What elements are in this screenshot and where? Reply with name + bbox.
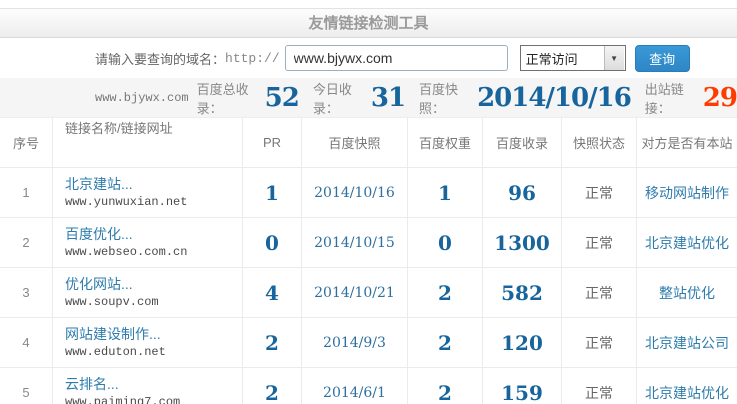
snapshot-status: 正常 [562,368,637,404]
snapshot-status: 正常 [562,268,637,317]
snapshot-status: 正常 [562,318,637,367]
baidu-snapshot-value: 2014/10/16 [477,82,632,113]
site-url: www.yunwuxian.net [65,194,188,209]
table-row: 2 百度优化... www.webseo.com.cn 0 2014/10/15… [0,217,737,267]
site-url: www.eduton.net [65,344,166,359]
indexed-value: 96 [483,168,562,217]
weight-value: 0 [408,218,483,267]
snapshot-date: 2014/10/16 [302,168,408,217]
pr-value: 2 [243,318,302,367]
protocol-prefix: http:// [225,50,280,66]
indexed-value: 582 [483,268,562,317]
reciprocal-link[interactable]: 整站优化 [659,284,715,301]
snapshot-status: 正常 [562,218,637,267]
snapshot-date: 2014/6/1 [302,368,408,404]
pr-value: 4 [243,268,302,317]
pr-value: 1 [243,168,302,217]
snapshot-date: 2014/10/21 [302,268,408,317]
pr-value: 0 [243,218,302,267]
stats-domain: www.bjywx.com [95,90,189,105]
table-header-row: 序号 链接名称/链接网址 PR 百度快照 百度权重 百度收录 快照状态 对方是否… [0,118,737,167]
site-name-link[interactable]: 网站建设制作... [65,325,161,342]
chevron-down-icon[interactable]: ▼ [603,46,624,70]
weight-value: 1 [408,168,483,217]
site-name-link[interactable]: 优化网站... [65,275,133,292]
pr-value: 2 [243,368,302,404]
domain-input-label: 请输入要查询的域名： [95,51,226,67]
column-header-weight: 百度权重 [408,118,483,167]
row-index: 4 [0,318,53,367]
site-url: www.paiming7.com [65,394,181,404]
weight-value: 2 [408,368,483,404]
column-header-index: 序号 [0,118,53,167]
snapshot-date: 2014/10/15 [302,218,408,267]
today-indexed-value: 31 [370,82,406,113]
links-table: 序号 链接名称/链接网址 PR 百度快照 百度权重 百度收录 快照状态 对方是否… [0,118,737,404]
site-name-link[interactable]: 北京建站... [65,175,133,192]
stats-bar: www.bjywx.com 百度总收录： 52 今日收录： 31 百度快照： 2… [0,78,737,118]
column-header-name-url: 链接名称/链接网址 [53,118,243,167]
outbound-links-label: 出站链接： [644,81,684,116]
row-index: 2 [0,218,53,267]
query-button[interactable]: 查询 [634,44,690,72]
row-index: 3 [0,268,53,317]
snapshot-status: 正常 [562,168,637,217]
query-form: 请输入要查询的域名： http:// 正常访问 ▼ 查询 [0,38,737,78]
reciprocal-link[interactable]: 北京建站优化 [645,234,729,251]
site-url: www.webseo.com.cn [65,244,188,259]
site-name-link[interactable]: 百度优化... [65,225,133,242]
table-row: 1 北京建站... www.yunwuxian.net 1 2014/10/16… [0,167,737,217]
site-name-link[interactable]: 云排名... [65,375,119,392]
column-header-snapshot: 百度快照 [302,118,408,167]
row-index: 1 [0,168,53,217]
domain-input[interactable] [284,45,508,71]
row-index: 5 [0,368,53,404]
site-url: www.soupv.com [65,294,159,309]
weight-value: 2 [408,268,483,317]
page-title: 友情链接检测工具 [0,8,737,38]
indexed-value: 120 [483,318,562,367]
table-row: 4 网站建设制作... www.eduton.net 2 2014/9/3 2 … [0,317,737,367]
outbound-links-value: 29 [702,82,737,113]
column-header-reciprocal: 对方是否有本站 [641,136,733,151]
reciprocal-link[interactable]: 北京建站优化 [645,384,729,401]
column-header-status: 快照状态 [562,118,637,167]
indexed-value: 1300 [483,218,562,267]
weight-value: 2 [408,318,483,367]
today-indexed-label: 今日收录： [312,81,352,116]
column-header-indexed: 百度收录 [483,118,562,167]
baidu-total-label: 百度总收录： [196,81,249,116]
reciprocal-link[interactable]: 北京建站公司 [645,334,729,351]
status-select[interactable]: 正常访问 ▼ [519,45,626,71]
table-row: 5 云排名... www.paiming7.com 2 2014/6/1 2 1… [0,367,737,404]
table-row: 3 优化网站... www.soupv.com 4 2014/10/21 2 5… [0,267,737,317]
status-select-value: 正常访问 [525,51,578,67]
snapshot-date: 2014/9/3 [302,318,408,367]
indexed-value: 159 [483,368,562,404]
baidu-snapshot-label: 百度快照： [419,81,459,116]
reciprocal-link[interactable]: 移动网站制作 [645,184,729,201]
baidu-total-value: 52 [264,82,300,113]
column-header-pr: PR [243,118,302,167]
